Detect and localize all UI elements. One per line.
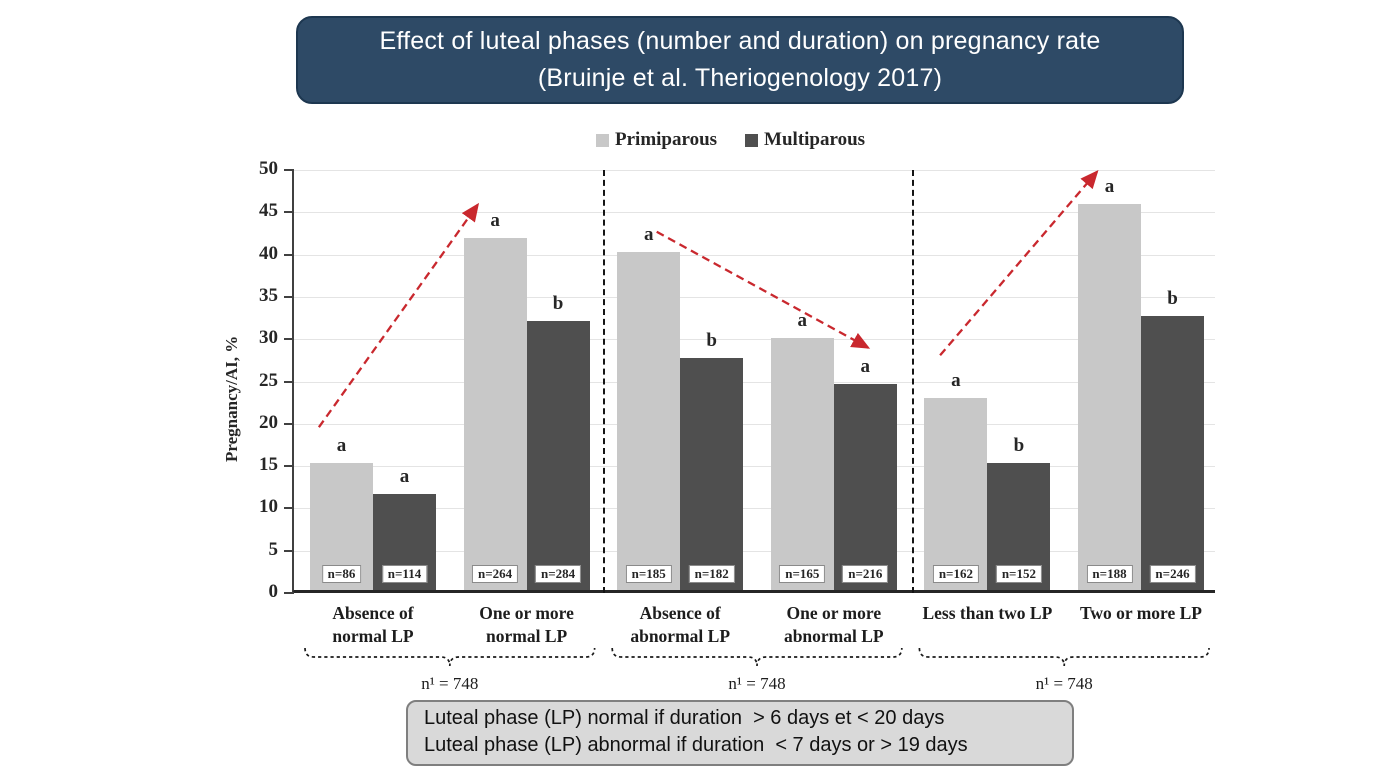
title-banner: Effect of luteal phases (number and dura… — [296, 16, 1184, 104]
bar-multiparous-2 — [526, 321, 590, 590]
n-count-label: n=284 — [535, 565, 582, 583]
significance-letter: b — [1167, 287, 1178, 309]
n-count-label: n=152 — [995, 565, 1042, 583]
x-category-label-5: Less than two LP — [922, 603, 1053, 623]
group-brace-2 — [611, 647, 903, 667]
n-count-label: n=114 — [381, 565, 428, 583]
legend-swatch-icon — [745, 133, 759, 147]
gridline-15 — [294, 466, 1215, 468]
group-brace-3 — [918, 647, 1210, 667]
significance-letter: b — [706, 330, 717, 352]
significance-letter: a — [336, 435, 347, 457]
bar-primiparous-6 — [1078, 204, 1141, 590]
n-count-label: n=246 — [1149, 565, 1196, 583]
gridline-5 — [294, 550, 1215, 552]
legend-item-multiparous: Multiparous — [745, 129, 865, 151]
bar-multiparous-4 — [833, 383, 897, 590]
y-tick-label: 5 — [268, 538, 279, 560]
chart-legend: Primiparous Multiparous — [596, 129, 865, 151]
y-tick-label: 45 — [259, 200, 278, 222]
significance-letter: a — [1104, 176, 1115, 198]
legend-item-primiparous: Primiparous — [596, 129, 717, 151]
bar-primiparous-5 — [924, 398, 988, 590]
n-count-label: n=86 — [321, 565, 362, 583]
y-tick-mark — [284, 380, 294, 383]
y-tick-mark — [284, 338, 294, 341]
title-line1: Effect of luteal phases (number and dura… — [379, 26, 1101, 55]
gridline-25 — [294, 381, 1215, 383]
n-count-label: n=264 — [472, 565, 519, 583]
bar-primiparous-2 — [463, 238, 527, 590]
y-tick-label: 50 — [259, 158, 278, 179]
bar-primiparous-3 — [617, 251, 681, 590]
y-tick-label: 0 — [268, 581, 279, 602]
significance-letter: b — [1013, 435, 1025, 457]
group-total-label-3: n¹ = 748 — [1035, 674, 1093, 693]
trend-arrow-decrease-2 — [656, 230, 871, 349]
y-tick-label: 20 — [259, 411, 278, 433]
n-count-label: n=162 — [932, 565, 979, 583]
gridline-45 — [294, 212, 1215, 214]
y-tick-label: 15 — [259, 454, 278, 476]
significance-letter: a — [490, 210, 500, 232]
significance-letter: a — [643, 223, 654, 245]
group-total-label-2: n¹ = 748 — [728, 674, 786, 693]
gridline-50 — [294, 170, 1215, 171]
legend-label: Multiparous — [764, 129, 866, 150]
y-tick-label: 25 — [259, 369, 278, 391]
trend-arrow-increase-3 — [939, 169, 1099, 357]
x-category-label-1: Absence of normal LP — [332, 603, 414, 647]
y-tick-label: 30 — [259, 327, 278, 349]
y-tick-label: 35 — [259, 284, 278, 306]
significance-letter: a — [951, 370, 961, 391]
x-category-label-3: Absence of abnormal LP — [630, 603, 731, 647]
legend-swatch-icon — [596, 133, 609, 147]
significance-letter: b — [552, 293, 564, 314]
n-count-label: n=216 — [842, 565, 889, 583]
y-tick-mark — [284, 169, 294, 171]
y-tick-mark — [284, 592, 294, 594]
y-tick-mark — [284, 549, 294, 552]
bar-primiparous-4 — [770, 337, 834, 590]
significance-letter: a — [399, 465, 410, 487]
title-line2: (Bruinje et al. Theriogenology 2017) — [537, 64, 943, 92]
n-count-label: n=185 — [625, 565, 672, 583]
y-tick-mark — [284, 507, 294, 510]
bar-multiparous-3 — [680, 358, 744, 590]
group-total-label-1: n¹ = 748 — [421, 674, 479, 693]
y-tick-mark — [284, 422, 294, 425]
bar-multiparous-6 — [1141, 315, 1204, 590]
y-tick-mark — [284, 465, 294, 468]
significance-letter: a — [797, 309, 808, 331]
gridline-40 — [294, 254, 1215, 256]
y-tick-mark — [284, 211, 294, 214]
significance-letter: a — [860, 355, 871, 377]
gridline-35 — [294, 296, 1215, 298]
n-count-label: n=188 — [1086, 565, 1133, 583]
gridline-10 — [294, 508, 1215, 510]
footnote-line1: Luteal phase (LP) normal if duration > 6… — [424, 707, 945, 729]
plot-area: 0 5 10 15 20 25 30 35 40 45 50 a n=86 a n=264 a n=185 a n=… — [259, 158, 1215, 693]
y-axis-title: Pregnancy/AI, % — [222, 335, 241, 462]
x-category-label-6: Two or more LP — [1080, 603, 1202, 623]
x-category-label-2: One or more normal LP — [479, 603, 574, 647]
trend-arrow-increase-1 — [317, 202, 480, 428]
footnote-line2: Luteal phase (LP) abnormal if duration <… — [424, 734, 968, 756]
legend-label: Primiparous — [615, 129, 718, 150]
group-brace-1 — [304, 647, 596, 667]
footnote-box: Luteal phase (LP) normal if duration > 6… — [406, 700, 1074, 766]
y-tick-mark — [284, 253, 294, 256]
gridline-30 — [294, 339, 1215, 341]
n-count-label: n=182 — [688, 565, 735, 583]
section-separator-2 — [911, 170, 914, 593]
section-separator-1 — [603, 170, 606, 593]
gridline-20 — [294, 423, 1215, 425]
y-tick-label: 10 — [259, 496, 278, 518]
y-tick-label: 40 — [259, 242, 278, 264]
y-tick-mark — [284, 295, 294, 298]
x-category-label-4: One or more abnormal LP — [783, 603, 884, 647]
n-count-label: n=165 — [779, 565, 826, 583]
